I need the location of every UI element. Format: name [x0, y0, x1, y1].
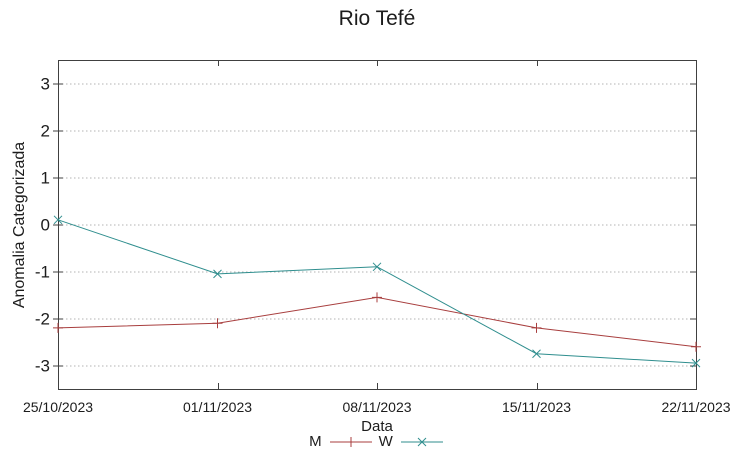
series-marker-M — [372, 292, 382, 303]
series-line-M — [57, 296, 697, 348]
chart-title: Rio Tefé — [338, 7, 416, 30]
x-tick-label: 25/10/2023 — [23, 399, 93, 415]
y-tick-label: -1 — [35, 263, 50, 282]
legend-label-W: W — [378, 433, 393, 450]
legend-item-W: W — [379, 433, 444, 450]
y-tick-label: 0 — [41, 216, 50, 235]
series-line-W — [57, 219, 697, 364]
x-tick-label: 15/11/2023 — [502, 399, 571, 415]
y-tick-label: 1 — [41, 169, 50, 188]
x-tick-label: 22/11/2023 — [661, 399, 730, 415]
legend-sample-W — [400, 437, 443, 446]
series-marker-M — [53, 322, 63, 333]
series-marker-W — [532, 349, 541, 359]
x-tick-label: 01/11/2023 — [183, 399, 252, 415]
series-marker-M — [531, 322, 542, 333]
series-marker-M — [691, 341, 701, 352]
y-tick-label: -3 — [35, 357, 50, 376]
series-marker-W — [691, 358, 701, 368]
y-tick-label: 3 — [41, 75, 50, 94]
series-marker-M — [212, 318, 223, 329]
x-tick-label: 08/11/2023 — [342, 399, 411, 415]
series-marker-W — [213, 269, 222, 279]
x-axis-label: Data — [361, 418, 393, 435]
series-marker-W — [53, 215, 63, 225]
series-marker-W — [372, 262, 382, 272]
legend-sample-M — [329, 436, 372, 447]
legend-label-M: M — [309, 433, 322, 450]
y-tick-label: -2 — [35, 310, 50, 329]
legend-item-M: M — [309, 433, 373, 450]
y-tick-label: 2 — [41, 122, 50, 141]
